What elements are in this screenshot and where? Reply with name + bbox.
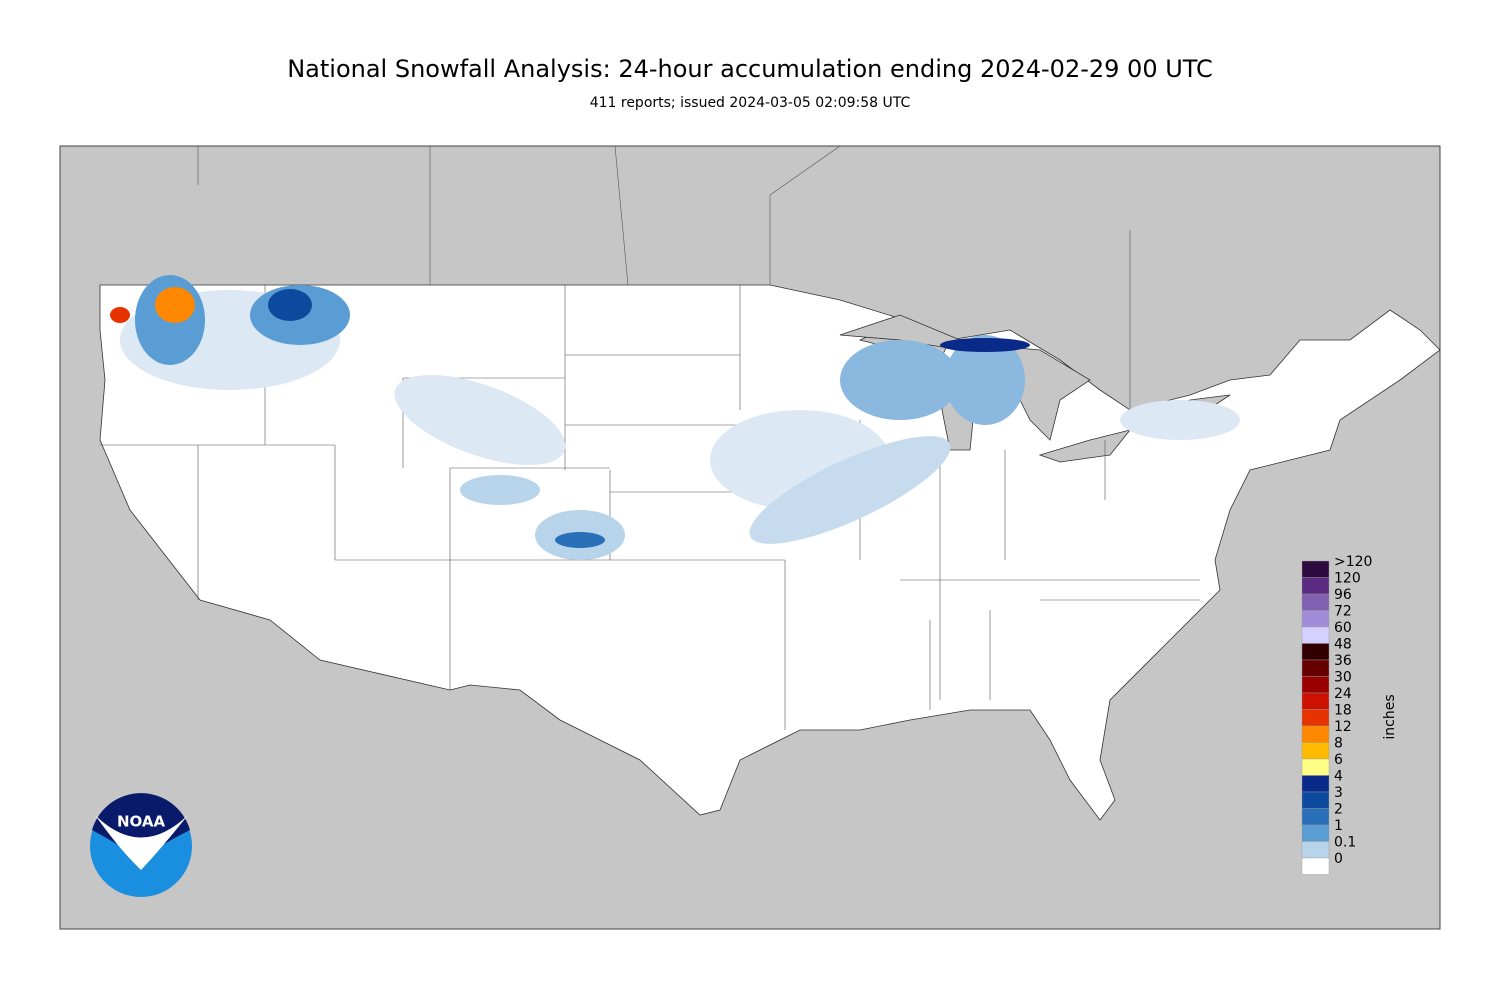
legend-label: 72 — [1334, 604, 1352, 620]
legend-swatch — [1301, 808, 1330, 826]
legend-label: 3 — [1334, 785, 1343, 801]
legend-unit: inches — [1382, 694, 1398, 739]
legend-swatch — [1301, 791, 1330, 809]
legend-swatch — [1301, 577, 1330, 595]
legend-swatch — [1301, 560, 1330, 578]
legend-label: 60 — [1334, 620, 1352, 636]
legend-swatch — [1301, 692, 1330, 710]
legend-label: 48 — [1334, 637, 1352, 653]
legend-swatch — [1301, 659, 1330, 677]
legend-label: 120 — [1334, 571, 1361, 587]
legend-label: 30 — [1334, 670, 1352, 686]
subtitle: 411 reports; issued 2024-03-05 02:09:58 … — [590, 95, 911, 111]
logo-text: NOAA — [117, 813, 166, 831]
legend-label: 0 — [1334, 851, 1343, 867]
legend-swatch — [1301, 758, 1330, 776]
legend-swatch — [1301, 593, 1330, 611]
legend-label: 2 — [1334, 802, 1343, 818]
legend-label: 1 — [1334, 818, 1343, 834]
legend-label: 18 — [1334, 703, 1352, 719]
legend-swatch — [1301, 742, 1330, 760]
legend-swatch — [1301, 824, 1330, 842]
legend-label: 4 — [1334, 769, 1343, 785]
legend-label: >120 — [1334, 554, 1372, 570]
title: National Snowfall Analysis: 24-hour accu… — [287, 55, 1213, 83]
legend-label: 24 — [1334, 686, 1352, 702]
legend-label: 0.1 — [1334, 835, 1356, 851]
legend-swatch — [1301, 857, 1330, 875]
legend-swatch — [1301, 610, 1330, 628]
legend-swatch — [1301, 676, 1330, 694]
legend-swatch — [1301, 725, 1330, 743]
legend-label: 6 — [1334, 752, 1343, 768]
legend-label: 8 — [1334, 736, 1343, 752]
snow-areas — [110, 275, 1240, 560]
legend-swatch — [1301, 626, 1330, 644]
noaa-logo: NOAA — [90, 793, 192, 897]
legend-label: 36 — [1334, 653, 1352, 669]
legend-swatch — [1301, 643, 1330, 661]
legend-swatch — [1301, 775, 1330, 793]
legend-swatch — [1301, 709, 1330, 727]
legend-label: 96 — [1334, 587, 1352, 603]
legend-swatch — [1301, 841, 1330, 859]
legend-label: 12 — [1334, 719, 1352, 735]
